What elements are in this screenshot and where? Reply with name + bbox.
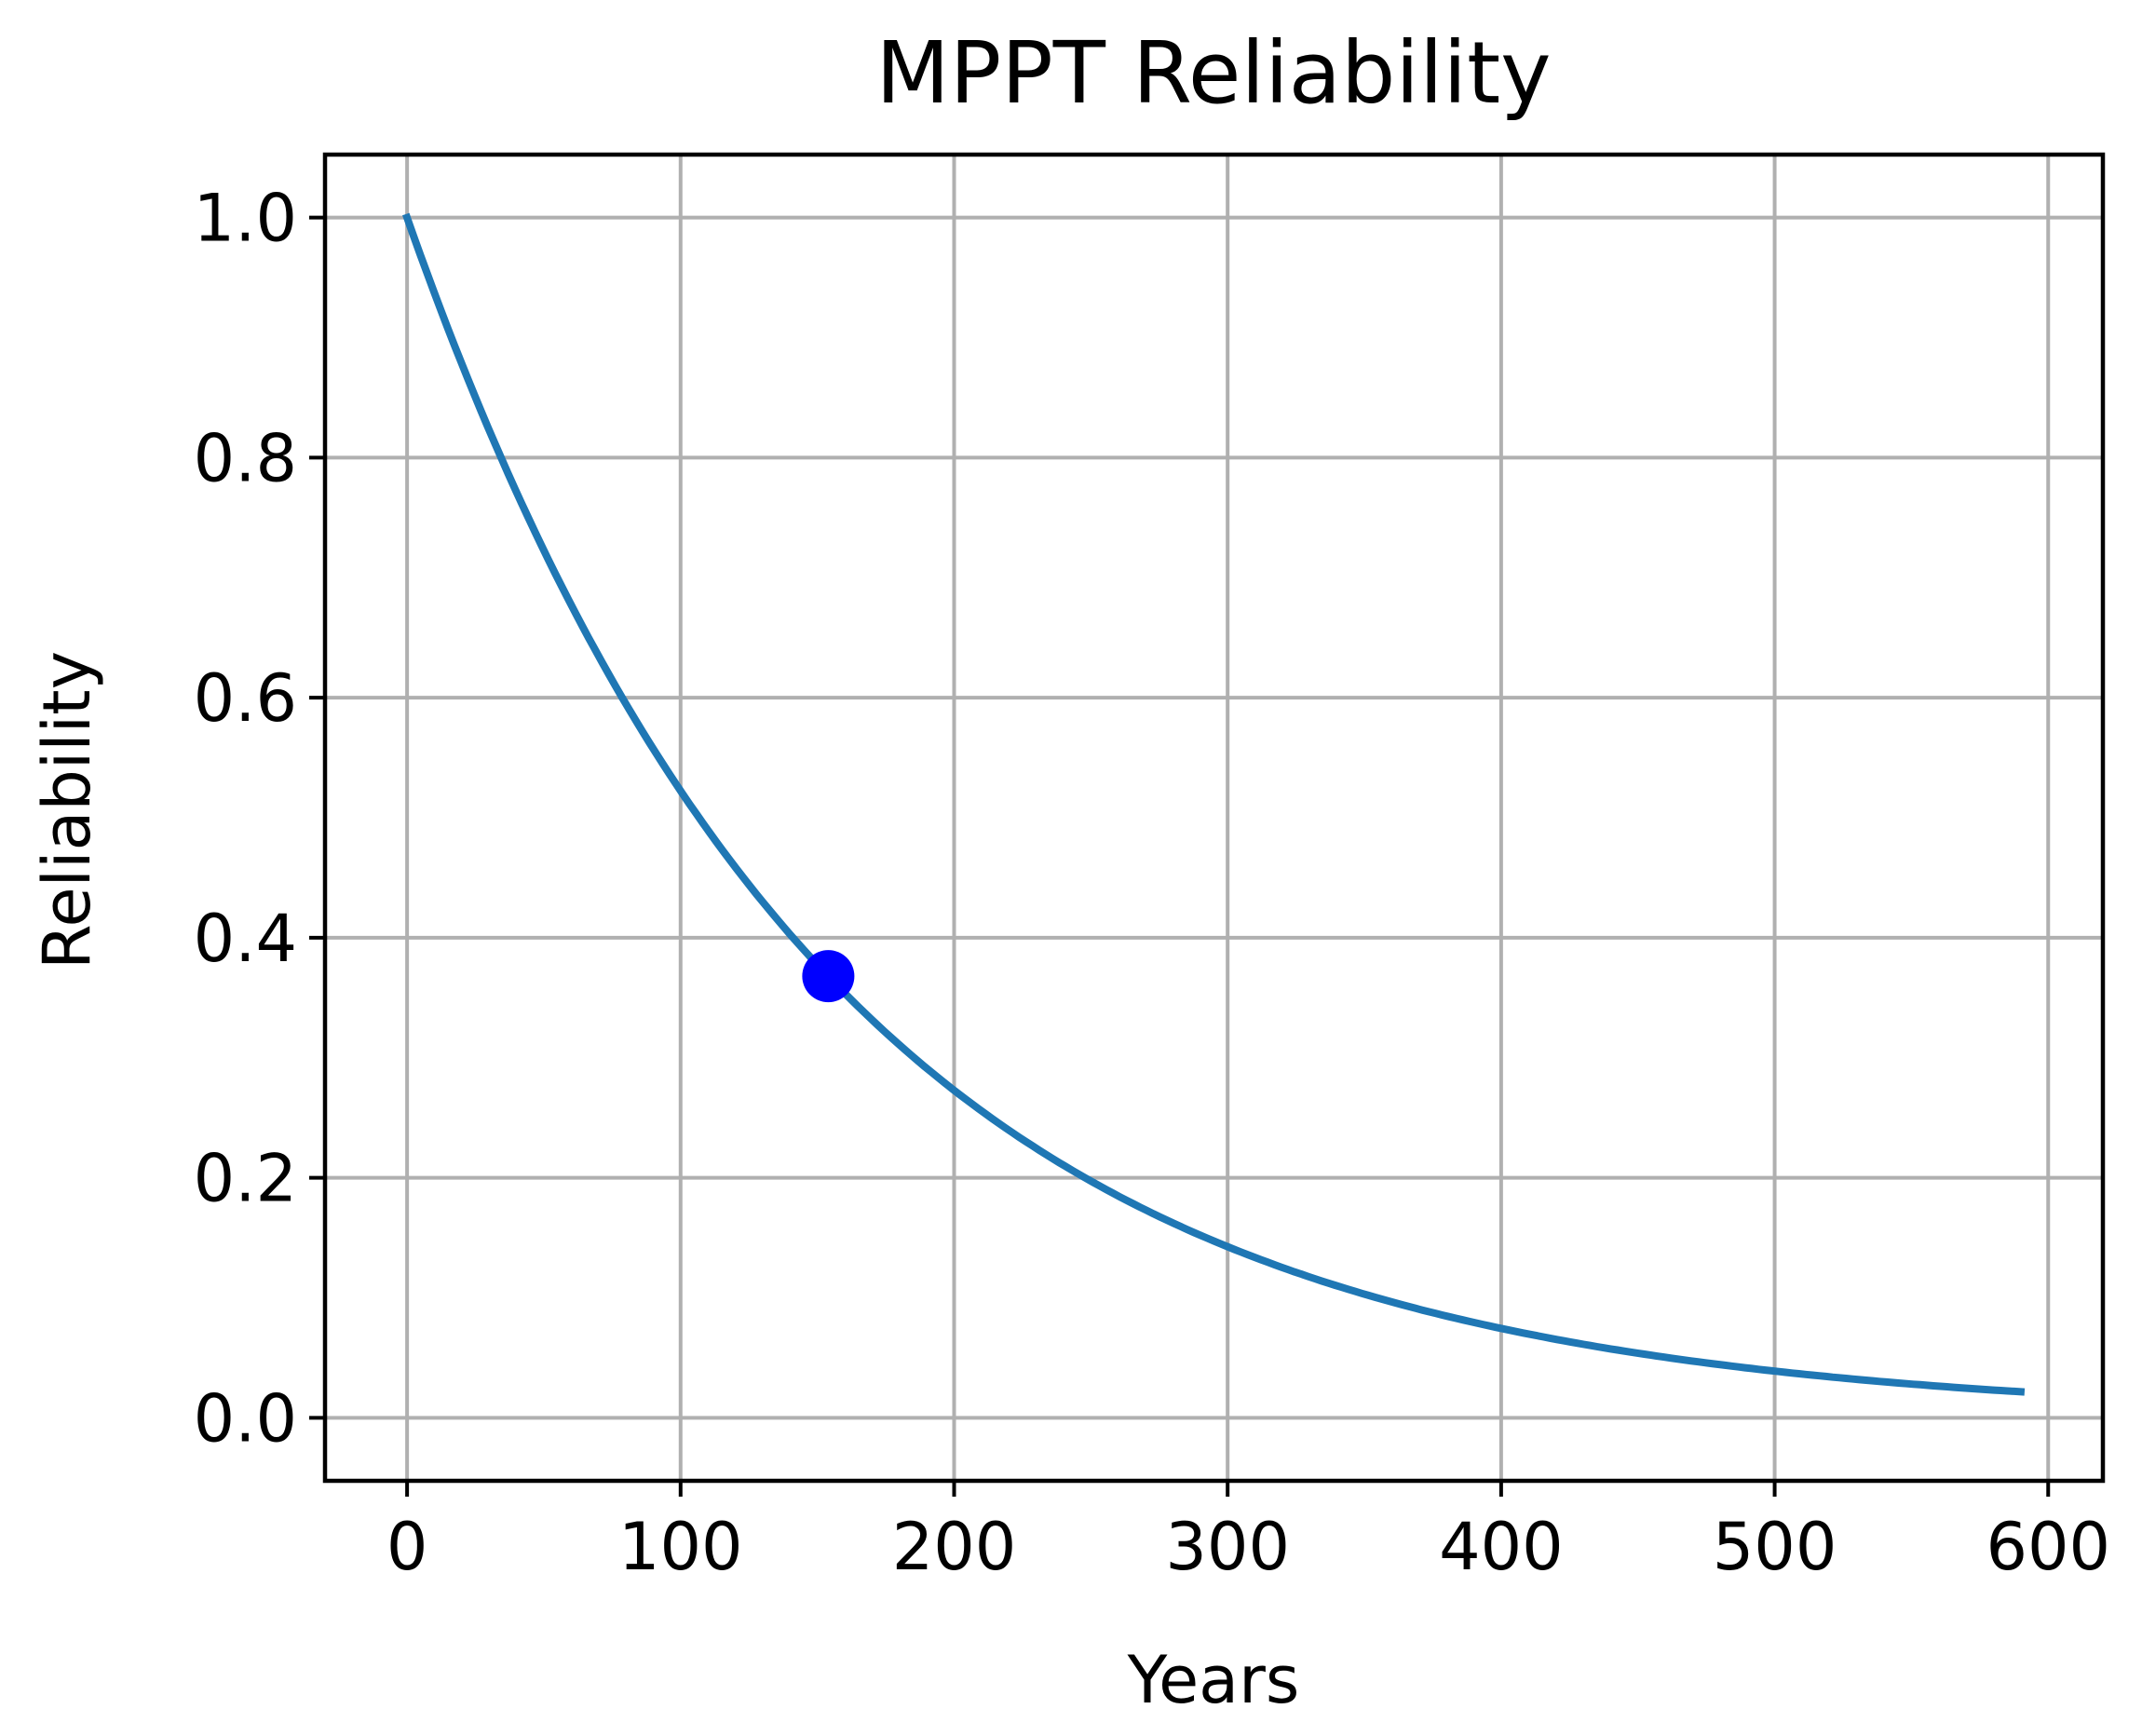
x-axis-label: Years [1127,1642,1300,1718]
x-axis-ticks: 0 100 200 300 400 500 600 [386,1481,2110,1585]
mttf-marker-point [802,950,855,1003]
y-tick-label: 0.8 [194,420,297,496]
x-tick-label: 500 [1713,1509,1837,1585]
plot-frame [322,152,2106,1484]
y-tick-label: 0.6 [194,660,297,737]
x-tick-label: 200 [892,1509,1017,1585]
x-tick-label: 100 [618,1509,743,1585]
marker-layer [802,950,855,1003]
chart-title: MPPT Reliability [875,23,1551,123]
x-tick-label: 0 [386,1509,428,1585]
reliability-curve [401,212,2026,1396]
y-tick-label: 0.2 [194,1141,297,1217]
y-axis-ticks: 0.0 0.2 0.4 0.6 0.8 1.0 [194,181,325,1457]
series-layer [401,212,2026,1396]
y-tick-label: 1.0 [194,181,297,257]
y-tick-label: 0.0 [194,1380,297,1457]
x-tick-label: 400 [1439,1509,1564,1585]
x-tick-label: 300 [1165,1509,1290,1585]
x-tick-label: 600 [1986,1509,2110,1585]
y-tick-label: 0.4 [194,901,297,977]
y-axis-label: Reliability [29,651,105,970]
